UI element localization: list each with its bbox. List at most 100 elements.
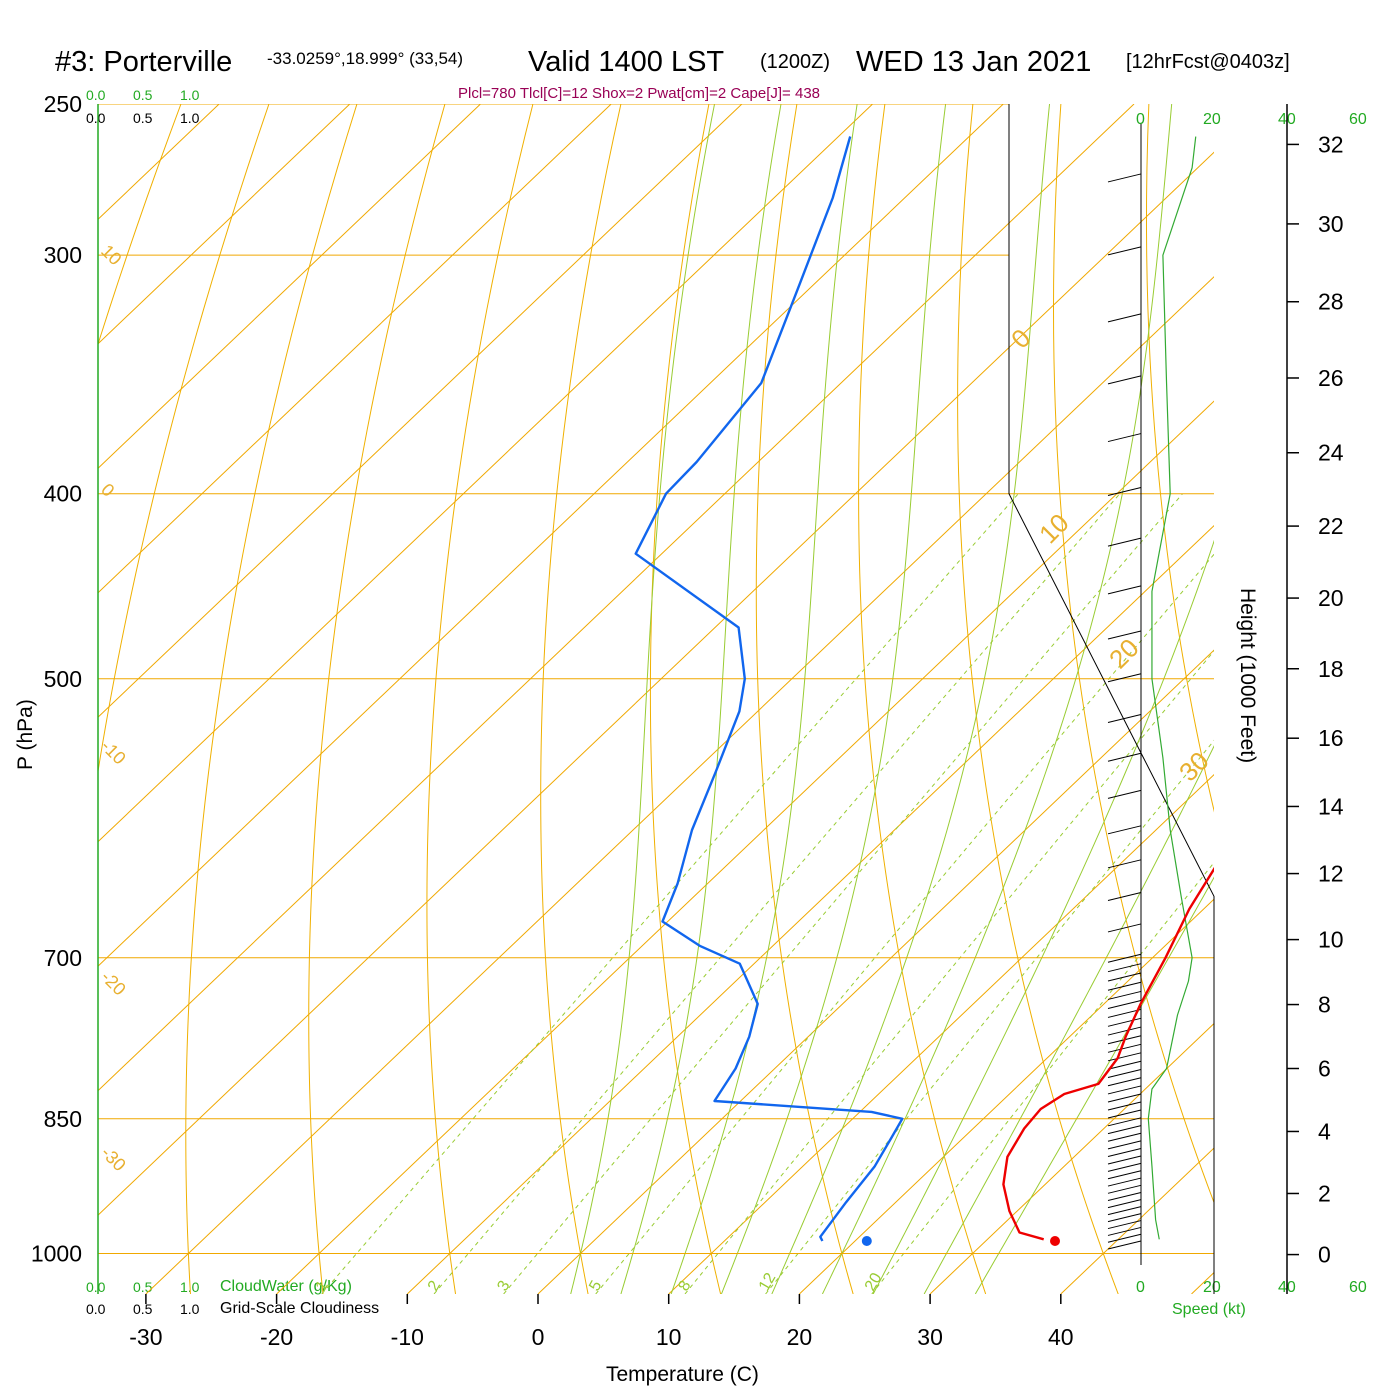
wind-barb [1107,1109,1142,1119]
mixing-ratio-label: 5 [586,1278,605,1294]
wind-barb [1107,1117,1142,1127]
wind-barb [1107,585,1142,595]
wind-barb [1107,1184,1142,1194]
top-cloudiness-tick-0: 0.0 [86,110,106,126]
isotherm [145,276,1214,1294]
surface-markers [861,1236,1061,1247]
wind-barb [1107,1147,1142,1157]
wind-barb [1107,752,1142,762]
height-tick-label: 2 [1318,1180,1331,1206]
isotherm [1060,1147,1214,1294]
wind-barb [1107,1233,1142,1243]
wind-barb [1107,789,1142,799]
wind-panel [1107,136,1197,1250]
height-tick-label: 28 [1318,289,1344,315]
wind-barb [1107,953,1142,963]
mixing-ratio-label: 2 [425,1278,444,1294]
isotherm [406,525,1214,1294]
temp-tick-label: -30 [129,1324,162,1350]
speed-tick-top-1: 20 [1203,111,1221,128]
isotherm-label-right: 30 [1173,746,1215,788]
wind-barb [1107,1008,1142,1018]
height-axis-label: Height (1000 Feet) [1236,588,1259,763]
wind-barb [1107,537,1142,547]
station-title: #3: Porterville [55,46,232,78]
isotherm [1191,1271,1214,1294]
wind-barb [1107,246,1142,256]
moist-adiabat [570,104,716,1294]
height-tick-label: 10 [1318,927,1344,953]
isotherm [98,104,351,345]
wind-barb [1107,981,1142,991]
isotherm [799,898,1214,1294]
isotherm [668,773,1214,1294]
wind-barb [1107,1085,1142,1095]
isotherm [98,104,1004,967]
temp-tick-label: -20 [260,1324,293,1350]
bottom-cloudwater-tick-0: 0.0 [86,1279,106,1295]
bottom-cloudiness-tick-0: 0.0 [86,1301,106,1317]
height-tick-label: 18 [1318,656,1344,682]
wind-barb [1107,313,1142,323]
wind-barb [1107,1043,1142,1053]
speed-tick-top-0: 0 [1136,111,1145,128]
isotherm [98,104,1135,1092]
isotherm-label-right: 10 [1033,508,1075,550]
mixing-ratio-line [321,493,1019,1294]
y-axis-label: P (hPa) [14,699,37,770]
isotherm [98,104,873,843]
frame [97,104,1288,1294]
cloudwater-label: CloudWater (g/Kg) [220,1278,352,1295]
moist-adiabat [720,104,947,1294]
height-tick-label: 32 [1318,131,1344,157]
wind-barb [1107,1170,1142,1180]
height-tick-label: 16 [1318,725,1344,751]
forecast-run: [12hrFcst@0403z] [1126,51,1290,73]
wind-barb [1107,972,1142,982]
surface-temperature-marker [1050,1236,1061,1247]
height-tick-label: 24 [1318,440,1344,466]
height-tick-label: 14 [1318,793,1344,819]
isotherm-label: 10 [97,241,125,269]
dry-adiabat [308,104,446,1294]
pressure-tick-label: 300 [44,242,82,268]
background-lines [98,104,1400,1294]
bottom-cloudiness-tick-1: 0.5 [133,1301,153,1317]
speed-axis-label: Speed (kt) [1172,1301,1246,1318]
bottom-cloudiness-tick-2: 1.0 [180,1301,200,1317]
isotherm [929,1022,1214,1294]
wind-speed-line [1147,136,1197,1240]
top-cloudwater-tick-2: 1.0 [180,87,200,103]
wind-barb [1107,1101,1142,1111]
isotherm [98,104,743,718]
dry-adiabat [1325,104,1400,1294]
wind-barb [1107,1026,1142,1036]
height-tick-label: 12 [1318,861,1344,887]
moist-adiabat [771,104,1051,1294]
pressure-tick-label: 850 [44,1106,82,1132]
wind-barb [1107,1017,1142,1027]
dry-adiabat [649,104,722,1294]
isotherm [1322,104,1400,1294]
temp-tick-label: 10 [656,1324,682,1350]
pressure-tick-label: 250 [44,91,82,117]
moist-adiabat [923,745,1214,1294]
isotherm [98,104,481,469]
isotherm [98,104,612,594]
wind-barb [1107,825,1142,835]
speed-tick-top-3: 60 [1349,111,1367,128]
wind-barb [1107,963,1142,973]
top-cloudwater-tick-0: 0.0 [86,87,106,103]
moist-adiabat [872,539,1214,1294]
mixing-ratio-label: 20 [862,1270,886,1294]
wind-barb [1107,1155,1142,1165]
temp-tick-label: 20 [787,1324,813,1350]
dry-adiabat [426,104,534,1294]
wind-barb [1107,1213,1142,1223]
isotherm-label: -10 [97,736,130,769]
surface-dewpoint-marker [861,1236,872,1247]
isotherm [537,649,1214,1294]
wind-barb [1107,990,1142,1000]
moist-adiabat [974,876,1214,1294]
isotherm-label-right: 0 [1005,323,1036,354]
